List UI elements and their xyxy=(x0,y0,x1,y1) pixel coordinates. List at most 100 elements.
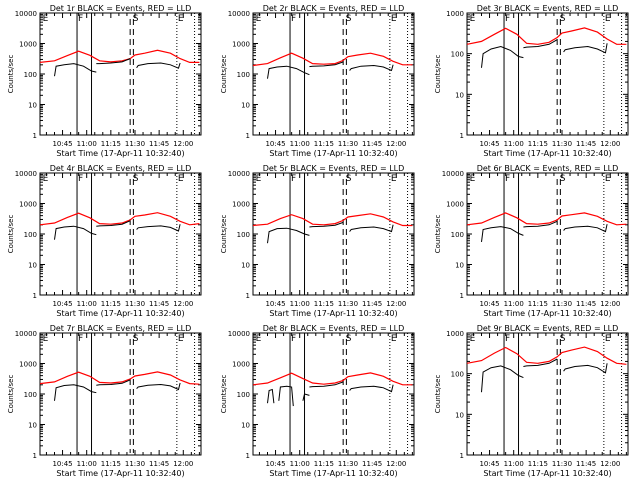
series-events-line xyxy=(54,225,97,240)
series-events-line xyxy=(349,224,394,233)
x-tick-label: 11:00 xyxy=(290,140,310,148)
x-tick-label: 10:45 xyxy=(265,300,285,308)
x-tick-label: 11:00 xyxy=(504,140,524,148)
series-lld-line xyxy=(252,52,413,67)
chart-title: Det 9r BLACK = Events, RED = LLD xyxy=(477,324,619,333)
y-tick-label: 10 xyxy=(28,422,37,430)
y-tick-label: 100 xyxy=(24,71,37,79)
x-tick-label: 11:45 xyxy=(149,140,169,148)
y-tick-label: 100 xyxy=(451,231,464,239)
series-events-line xyxy=(523,358,558,367)
y-tick-label: 100 xyxy=(24,391,37,399)
y-tick-label: 10000 xyxy=(228,10,250,18)
y-tick-label: 10 xyxy=(455,411,464,419)
x-tick-label: 12:00 xyxy=(173,300,193,308)
chart-title: Det 6r BLACK = Events, RED = LLD xyxy=(477,164,619,173)
x-axis-label: Start Time (17-Apr-11 10:32:40) xyxy=(483,469,611,478)
x-tick-label: 11:00 xyxy=(290,460,310,468)
marker-label: E xyxy=(470,334,476,344)
marker-label: F xyxy=(291,334,296,344)
y-tick-label: 10 xyxy=(241,102,250,110)
marker-label: F xyxy=(78,14,83,24)
y-tick-label: 10000 xyxy=(15,10,37,18)
series-events-line xyxy=(302,393,310,401)
y-tick-label: 10 xyxy=(455,262,464,270)
x-tick-label: 11:45 xyxy=(362,300,382,308)
marker-label: E xyxy=(256,334,262,344)
x-tick-label: 11:45 xyxy=(576,140,596,148)
x-tick-label: 11:45 xyxy=(149,460,169,468)
marker-label: F xyxy=(505,334,510,344)
x-axis-label: Start Time (17-Apr-11 10:32:40) xyxy=(269,309,397,318)
chart-panel-9: 1 10 100 1000 10:45 11:00 11:15 11:30 11:45 12:00… xyxy=(434,324,629,478)
marker-label: F xyxy=(505,14,510,24)
y-tick-label: 1 xyxy=(460,452,464,460)
marker-label: E xyxy=(256,174,262,184)
y-axis-label: Counts/sec xyxy=(220,55,228,94)
marker-label: E xyxy=(43,174,49,184)
x-tick-label: 10:45 xyxy=(52,140,72,148)
x-tick-label: 11:30 xyxy=(125,140,145,148)
marker-label: S xyxy=(133,334,139,344)
y-tick-label: 1000 xyxy=(232,201,250,209)
y-axis-label: Counts/sec xyxy=(220,215,228,254)
y-tick-label: 10 xyxy=(28,262,37,270)
x-tick-label: 11:45 xyxy=(362,140,382,148)
series-events-line xyxy=(96,58,131,65)
marker-label: E xyxy=(605,334,611,344)
x-tick-label: 10:45 xyxy=(479,300,499,308)
x-axis-label: Start Time (17-Apr-11 10:32:40) xyxy=(483,149,611,158)
series-lld-line xyxy=(39,212,200,226)
series-lld-line xyxy=(466,346,627,365)
marker-label: F xyxy=(78,334,83,344)
x-tick-label: 11:45 xyxy=(576,460,596,468)
marker-label: F xyxy=(78,174,83,184)
chart-panel-6: 1 10 100 1000 10000 10:45 11:00 11:15 11:30 11:45… xyxy=(434,164,629,318)
series-events-line xyxy=(563,224,608,233)
marker-label: E xyxy=(178,14,184,24)
marker-label: E xyxy=(605,14,611,24)
x-tick-label: 11:45 xyxy=(362,460,382,468)
series-lld-line xyxy=(252,213,413,227)
y-tick-label: 1 xyxy=(246,452,250,460)
series-events-line xyxy=(523,220,558,228)
series-events-line xyxy=(563,363,608,374)
y-axis-label: Counts/sec xyxy=(7,55,15,94)
x-tick-label: 11:00 xyxy=(504,300,524,308)
x-tick-label: 11:15 xyxy=(528,140,548,148)
marker-label: S xyxy=(133,174,139,184)
series-events-line xyxy=(481,45,524,68)
y-tick-label: 1 xyxy=(33,292,37,300)
y-tick-label: 100 xyxy=(237,231,250,239)
chart-title: Det 5r BLACK = Events, RED = LLD xyxy=(263,164,405,173)
y-tick-label: 10 xyxy=(28,102,37,110)
y-tick-label: 1000 xyxy=(446,10,464,18)
marker-label: E xyxy=(391,14,397,24)
x-tick-label: 11:00 xyxy=(77,460,97,468)
marker-label: E xyxy=(256,14,262,24)
y-tick-label: 100 xyxy=(451,371,464,379)
marker-label: E xyxy=(43,14,49,24)
chart-title: Det 3r BLACK = Events, RED = LLD xyxy=(477,4,619,13)
y-axis-label: Counts/sec xyxy=(434,375,442,414)
x-tick-label: 11:15 xyxy=(101,460,121,468)
marker-label: S xyxy=(560,14,566,24)
x-tick-label: 11:30 xyxy=(125,460,145,468)
chart-title: Det 7r BLACK = Events, RED = LLD xyxy=(50,324,192,333)
x-tick-label: 11:30 xyxy=(552,140,572,148)
x-tick-label: 11:15 xyxy=(314,460,334,468)
y-tick-label: 1000 xyxy=(19,361,37,369)
x-tick-label: 11:15 xyxy=(528,460,548,468)
x-axis-label: Start Time (17-Apr-11 10:32:40) xyxy=(56,469,184,478)
y-tick-label: 1000 xyxy=(232,41,250,49)
series-events-line xyxy=(309,381,344,388)
series-lld-line xyxy=(39,371,200,385)
y-tick-label: 1000 xyxy=(446,330,464,338)
x-tick-label: 10:45 xyxy=(265,140,285,148)
x-tick-label: 10:45 xyxy=(52,300,72,308)
y-tick-label: 1 xyxy=(460,292,464,300)
marker-label: E xyxy=(178,174,184,184)
series-events-line xyxy=(96,379,131,386)
y-tick-label: 100 xyxy=(451,51,464,59)
